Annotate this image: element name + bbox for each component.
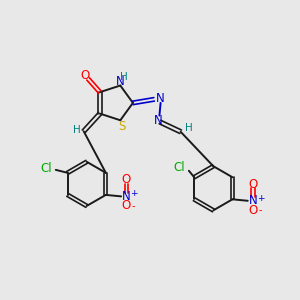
Text: O: O: [81, 69, 90, 82]
Text: O: O: [122, 173, 131, 186]
Text: -: -: [132, 201, 135, 211]
Text: Cl: Cl: [174, 161, 185, 174]
Text: N: N: [249, 194, 257, 207]
Text: +: +: [130, 189, 137, 198]
Text: O: O: [248, 204, 258, 217]
Text: H: H: [74, 125, 81, 135]
Text: -: -: [258, 205, 262, 215]
Text: H: H: [185, 123, 193, 133]
Text: +: +: [257, 194, 264, 202]
Text: N: N: [122, 190, 131, 203]
Text: N: N: [116, 75, 125, 88]
Text: H: H: [120, 72, 128, 82]
Text: N: N: [154, 114, 163, 127]
Text: O: O: [122, 199, 131, 212]
Text: Cl: Cl: [40, 162, 52, 175]
Text: S: S: [118, 120, 125, 133]
Text: O: O: [248, 178, 258, 190]
Text: N: N: [156, 92, 164, 105]
